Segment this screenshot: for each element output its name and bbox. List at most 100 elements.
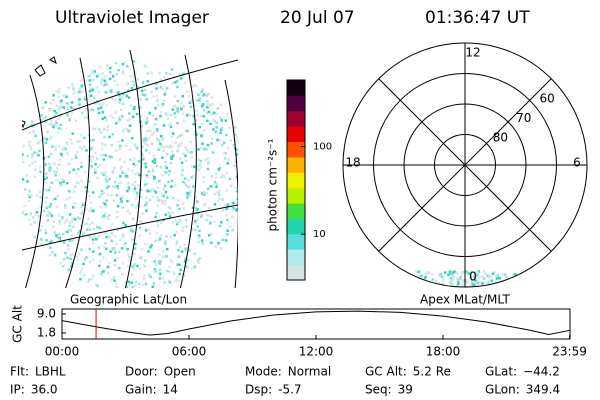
uv-pixel	[42, 117, 46, 120]
uv-pixel	[214, 176, 218, 179]
lat-label: 60	[539, 91, 554, 105]
uv-pixel	[44, 231, 48, 235]
uv-pixel	[54, 123, 57, 127]
uv-pixel	[61, 147, 64, 151]
uv-pixel	[241, 153, 244, 156]
uv-pixel	[216, 138, 219, 142]
x-tick-label: 12:00	[299, 345, 334, 359]
uv-pixel	[37, 214, 41, 218]
uv-pixel	[102, 173, 105, 177]
uv-pixel	[179, 219, 182, 223]
colorbar-band	[287, 80, 305, 96]
uv-pixel	[211, 103, 214, 106]
lat-ring	[373, 73, 557, 257]
colorbar-band	[287, 95, 305, 112]
uv-pixel	[44, 228, 48, 232]
colorbar-band	[287, 110, 305, 127]
uv-pixel	[86, 280, 90, 284]
uv-pixel	[219, 103, 223, 106]
uv-pixel	[96, 225, 99, 229]
uv-pixel	[142, 158, 145, 161]
uv-pixel	[50, 181, 54, 185]
uv-pixel	[133, 173, 137, 176]
uv-pixel	[117, 91, 120, 94]
uv-pixel	[90, 108, 93, 111]
uv-pixel	[193, 265, 197, 268]
uv-pixel	[158, 268, 162, 272]
uv-pixel	[103, 79, 107, 83]
uv-pixel	[186, 193, 190, 197]
info-label: Mode:	[245, 365, 282, 379]
uv-pixel	[48, 205, 52, 209]
uv-pixel	[140, 124, 144, 128]
uv-pixel	[39, 196, 42, 199]
uv-pixel	[169, 207, 173, 211]
uv-pixel	[138, 268, 141, 271]
uv-pixel	[162, 194, 165, 198]
uv-pixel	[181, 229, 184, 233]
uv-pixel	[76, 91, 80, 95]
uv-pixel	[66, 107, 70, 110]
uv-pixel	[109, 90, 112, 94]
uv-pixel	[64, 251, 67, 255]
uv-pixel	[100, 103, 104, 107]
uv-pixel	[236, 198, 238, 201]
uv-pixel	[54, 148, 57, 151]
uv-pixel	[39, 170, 42, 173]
uv-pixel	[176, 275, 179, 279]
uv-pixel	[224, 152, 227, 155]
uv-pixel	[49, 203, 53, 206]
lat-ring	[403, 103, 527, 227]
uv-pixel	[23, 204, 26, 208]
uv-pixel	[100, 147, 104, 151]
uv-pixel	[22, 178, 25, 181]
uv-pixel	[210, 137, 214, 141]
uv-pixel	[65, 95, 68, 99]
uv-pixel	[44, 188, 47, 191]
uv-pixel	[88, 223, 92, 226]
uv-pixel	[171, 108, 175, 111]
uv-pixel	[426, 271, 430, 275]
uv-pixel	[121, 195, 124, 198]
uv-pixel	[156, 138, 160, 142]
uv-pixel	[124, 242, 127, 245]
uv-pixel	[184, 181, 187, 185]
uv-pixel	[442, 279, 445, 282]
uv-pixel	[86, 116, 89, 119]
uv-pixel	[209, 122, 212, 126]
uv-pixel	[127, 280, 131, 284]
uv-pixel	[113, 98, 117, 102]
uv-pixel	[155, 212, 158, 215]
uv-pixel	[133, 143, 136, 146]
uv-pixel	[83, 202, 86, 205]
uv-pixel	[223, 157, 227, 160]
uv-pixel	[126, 199, 129, 203]
uv-pixel	[207, 160, 210, 164]
uv-pixel	[189, 105, 193, 109]
uv-pixel	[169, 113, 173, 117]
uv-pixel	[428, 286, 432, 287]
uv-pixel	[143, 64, 147, 67]
uv-pixel	[177, 255, 181, 258]
uv-pixel	[88, 209, 91, 213]
uv-pixel	[165, 153, 169, 156]
uv-pixel	[61, 177, 65, 180]
uv-pixel	[187, 150, 190, 154]
uv-pixel	[169, 125, 173, 129]
uv-pixel	[115, 282, 118, 286]
uv-pixel	[53, 252, 57, 255]
uv-pixel	[144, 139, 148, 142]
uv-pixel	[72, 206, 75, 209]
uv-pixel	[161, 104, 164, 108]
uv-pixel	[178, 272, 181, 276]
uv-pixel	[235, 175, 238, 178]
uv-pixel	[29, 147, 33, 151]
uv-pixel	[469, 276, 473, 279]
uv-pixel	[149, 129, 152, 133]
uv-pixel	[146, 189, 150, 193]
uv-pixel	[102, 84, 106, 87]
uv-pixel	[64, 147, 67, 151]
uv-pixel	[101, 117, 104, 121]
uv-pixel	[115, 73, 119, 76]
